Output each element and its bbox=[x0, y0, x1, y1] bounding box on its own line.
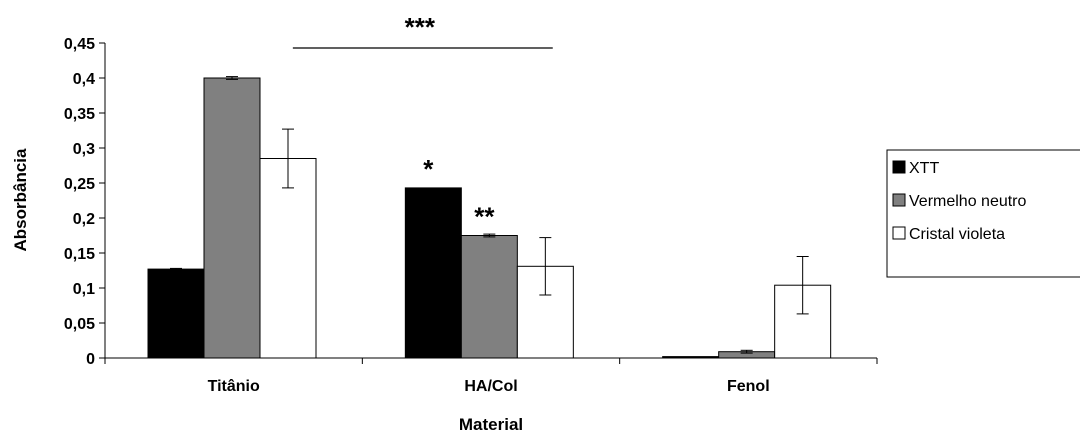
y-tick-label: 0,2 bbox=[73, 211, 95, 228]
y-axis: 0 0,05 0,1 0,15 0,2 0,25 0,3 0,35 0,4 0,45 bbox=[64, 36, 106, 368]
bar-0-1 bbox=[404, 187, 462, 359]
legend-label-2: Cristal violeta bbox=[909, 226, 1005, 243]
y-tick-label: 0,4 bbox=[73, 71, 95, 88]
bar-2-0 bbox=[259, 158, 317, 359]
x-axis: Titânio HA/Col Fenol bbox=[104, 357, 878, 395]
significance-label: *** bbox=[405, 12, 436, 42]
x-tick-label: Titânio bbox=[208, 378, 260, 395]
legend-box bbox=[886, 149, 1080, 278]
y-tick-label: 0,15 bbox=[64, 246, 95, 263]
y-tick-label: 0 bbox=[86, 351, 95, 368]
bar-1-0 bbox=[203, 77, 261, 359]
y-axis-title: Absorbância bbox=[11, 148, 30, 252]
bar-1-1 bbox=[460, 235, 518, 359]
y-tick-label: 0,3 bbox=[73, 141, 95, 158]
y-tick-label: 0,05 bbox=[64, 316, 95, 333]
legend-label-1: Vermelho neutro bbox=[909, 193, 1027, 210]
legend-swatch-2 bbox=[892, 226, 906, 240]
significance-label: ** bbox=[474, 202, 495, 232]
x-axis-title: Material bbox=[459, 415, 523, 434]
legend: XTT Vermelho neutro Cristal violeta bbox=[886, 149, 1080, 278]
y-tick-label: 0,45 bbox=[64, 36, 95, 53]
y-tick-label: 0,1 bbox=[73, 281, 95, 298]
y-tick-label: 0,35 bbox=[64, 106, 95, 123]
legend-label-0: XTT bbox=[909, 160, 939, 177]
bars bbox=[147, 76, 832, 359]
legend-swatch-1 bbox=[892, 193, 906, 207]
legend-swatch-0 bbox=[892, 160, 906, 174]
bar-0-2 bbox=[662, 356, 720, 359]
y-tick-label: 0,25 bbox=[64, 176, 95, 193]
significance-label: * bbox=[423, 154, 434, 184]
x-tick-label: HA/Col bbox=[464, 378, 517, 395]
annotations: ****** bbox=[292, 12, 553, 232]
x-tick-label: Fenol bbox=[727, 378, 770, 395]
bar-0-0 bbox=[147, 268, 205, 359]
